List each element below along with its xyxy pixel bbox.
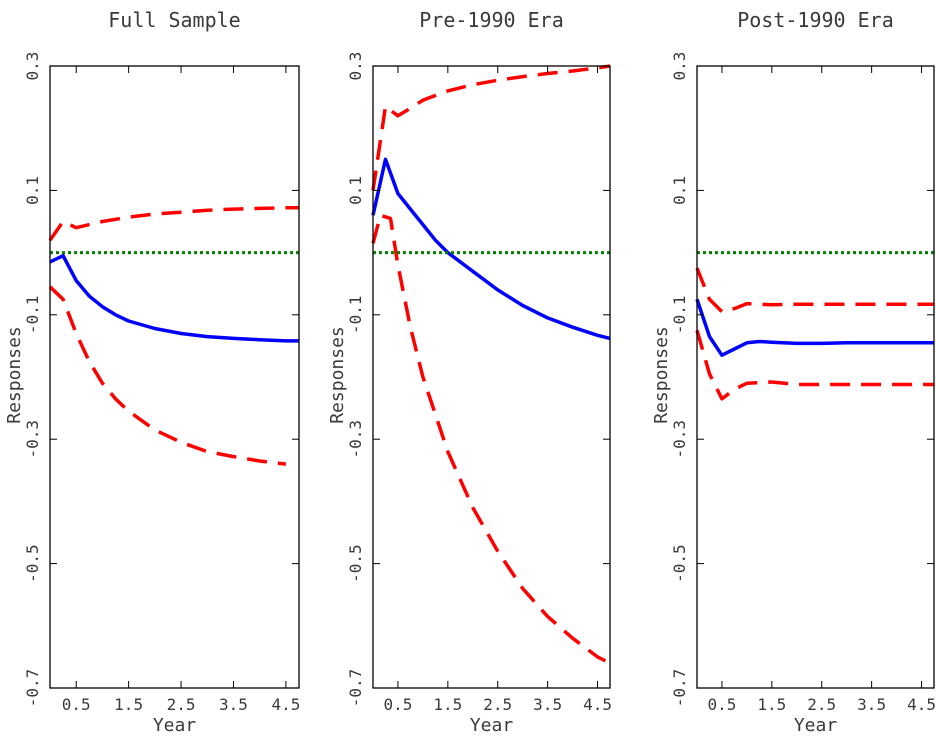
y-tick-label: 0.1 xyxy=(23,176,42,205)
x-axis-label: Year xyxy=(470,715,514,736)
y-tick-label: -0.3 xyxy=(346,420,365,459)
x-tick-label: 0.5 xyxy=(383,695,412,714)
chart-panel-3: Post-1990 Era 0.3 0.1 -0.1 -0.3 -0.5 -0.7 0.5 1.… xyxy=(651,8,936,736)
chart-panel-2: Pre-1990 Era 0.3 0.1 -0.1 -0.3 -0.5 -0.7 0.5 1.5… xyxy=(327,8,612,736)
series-median xyxy=(695,298,934,357)
chart-panel-1: Full Sample 0.3 0.1 -0.1 -0.3 -0.5 -0.7 0.5 1.5 2… xyxy=(4,8,300,736)
x-tick-label: 1.5 xyxy=(757,695,786,714)
series-lower-band xyxy=(48,285,287,466)
y-axis-label: Responses xyxy=(4,326,25,424)
series-upper-band xyxy=(48,206,299,242)
y-tick-label: 0.3 xyxy=(670,52,689,81)
x-tick-label: 3.5 xyxy=(219,695,248,714)
plot-frame xyxy=(696,65,935,689)
y-axis-label: Responses xyxy=(327,326,348,424)
y-tick-label: -0.7 xyxy=(670,669,689,708)
y-tick-label: -0.3 xyxy=(23,420,42,459)
x-tick-label: 1.5 xyxy=(433,695,462,714)
x-tick-label: 4.5 xyxy=(583,695,612,714)
x-tick-label: 2.5 xyxy=(807,695,836,714)
series-median xyxy=(371,157,611,341)
y-tick-label: -0.3 xyxy=(670,420,689,459)
x-tick-label: 3.5 xyxy=(533,695,562,714)
y-tick-label: -0.1 xyxy=(346,296,365,335)
x-axis-label: Year xyxy=(794,715,838,736)
x-tick-label: 4.5 xyxy=(271,695,300,714)
series-lower-band xyxy=(371,213,611,665)
y-tick-label: -0.7 xyxy=(23,669,42,708)
x-tick-label: 3.5 xyxy=(857,695,886,714)
plot-frame xyxy=(49,65,300,689)
y-axis-label: Responses xyxy=(651,326,672,424)
y-tick-label: 0.1 xyxy=(670,176,689,205)
x-tick-label: 1.5 xyxy=(114,695,143,714)
y-tick-label: -0.5 xyxy=(670,544,689,583)
y-tick-label: -0.1 xyxy=(670,296,689,335)
series-lower-band xyxy=(695,329,934,401)
series-upper-band xyxy=(371,64,611,191)
y-tick-label: -0.7 xyxy=(346,669,365,708)
x-tick-label: 2.5 xyxy=(167,695,196,714)
series-upper-band xyxy=(695,267,934,314)
y-tick-label: -0.5 xyxy=(346,544,365,583)
chart-title: Pre-1990 Era xyxy=(419,8,564,32)
y-tick-label: 0.3 xyxy=(23,52,42,81)
series-median xyxy=(49,253,299,343)
x-tick-label: 4.5 xyxy=(907,695,936,714)
y-tick-label: 0.1 xyxy=(346,176,365,205)
y-tick-label: 0.3 xyxy=(346,52,365,81)
y-tick-label: -0.5 xyxy=(23,544,42,583)
chart-title: Full Sample xyxy=(108,8,240,32)
y-tick-label: -0.1 xyxy=(23,296,42,335)
plot-frame xyxy=(372,65,611,689)
x-tick-label: 0.5 xyxy=(62,695,91,714)
x-axis-label: Year xyxy=(153,715,197,736)
x-tick-label: 0.5 xyxy=(707,695,736,714)
x-tick-label: 2.5 xyxy=(483,695,512,714)
chart-title: Post-1990 Era xyxy=(737,8,894,32)
